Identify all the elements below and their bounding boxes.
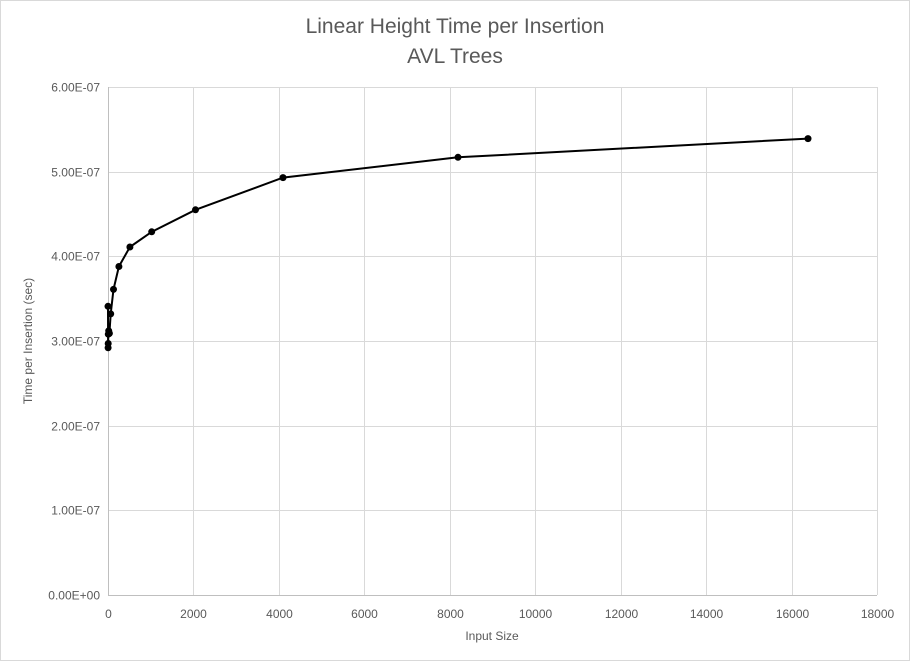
x-tick-label: 0: [105, 607, 112, 621]
y-tick-label: 6.00E-07: [51, 81, 100, 95]
data-point: [804, 135, 812, 143]
data-point: [104, 302, 112, 310]
chart-subtitle: AVL Trees: [407, 45, 503, 68]
data-point: [148, 228, 156, 236]
y-tick-label: 4.00E-07: [51, 250, 100, 264]
series-layer: [104, 135, 812, 352]
data-point: [279, 174, 287, 182]
x-tick-label: 16000: [776, 607, 810, 621]
x-tick-label: 10000: [519, 607, 553, 621]
x-tick-label: 6000: [351, 607, 378, 621]
y-tick-label: 5.00E-07: [51, 166, 100, 180]
chart-title: Linear Height Time per Insertion: [306, 15, 605, 38]
data-point: [105, 329, 113, 337]
data-point: [107, 310, 115, 318]
data-point: [110, 285, 117, 293]
data-point: [454, 153, 462, 161]
grid-layer: [108, 87, 878, 595]
x-tick-label: 14000: [690, 607, 724, 621]
x-tick-label: 18000: [861, 607, 895, 621]
x-axis-label: Input Size: [465, 629, 519, 643]
series-line: [107, 137, 809, 348]
y-axis-label: Time per Insertion (sec): [21, 278, 35, 404]
x-tick-label: 2000: [180, 607, 207, 621]
axis-layer: 0.00E+00 1.00E-07 2.00E-07 3.00E-07 4.00E-07…: [48, 81, 894, 622]
x-tick-label: 8000: [437, 607, 464, 621]
data-point: [192, 206, 199, 214]
data-point: [115, 263, 123, 270]
y-tick-label: 2.00E-07: [51, 420, 100, 434]
data-point: [104, 340, 112, 347]
x-tick-label: 12000: [605, 607, 639, 621]
y-tick-label: 3.00E-07: [51, 335, 100, 349]
y-tick-label: 0.00E+00: [48, 589, 100, 603]
y-tick-label: 1.00E-07: [51, 504, 100, 518]
x-tick-label: 4000: [266, 607, 293, 621]
data-point: [126, 243, 134, 251]
